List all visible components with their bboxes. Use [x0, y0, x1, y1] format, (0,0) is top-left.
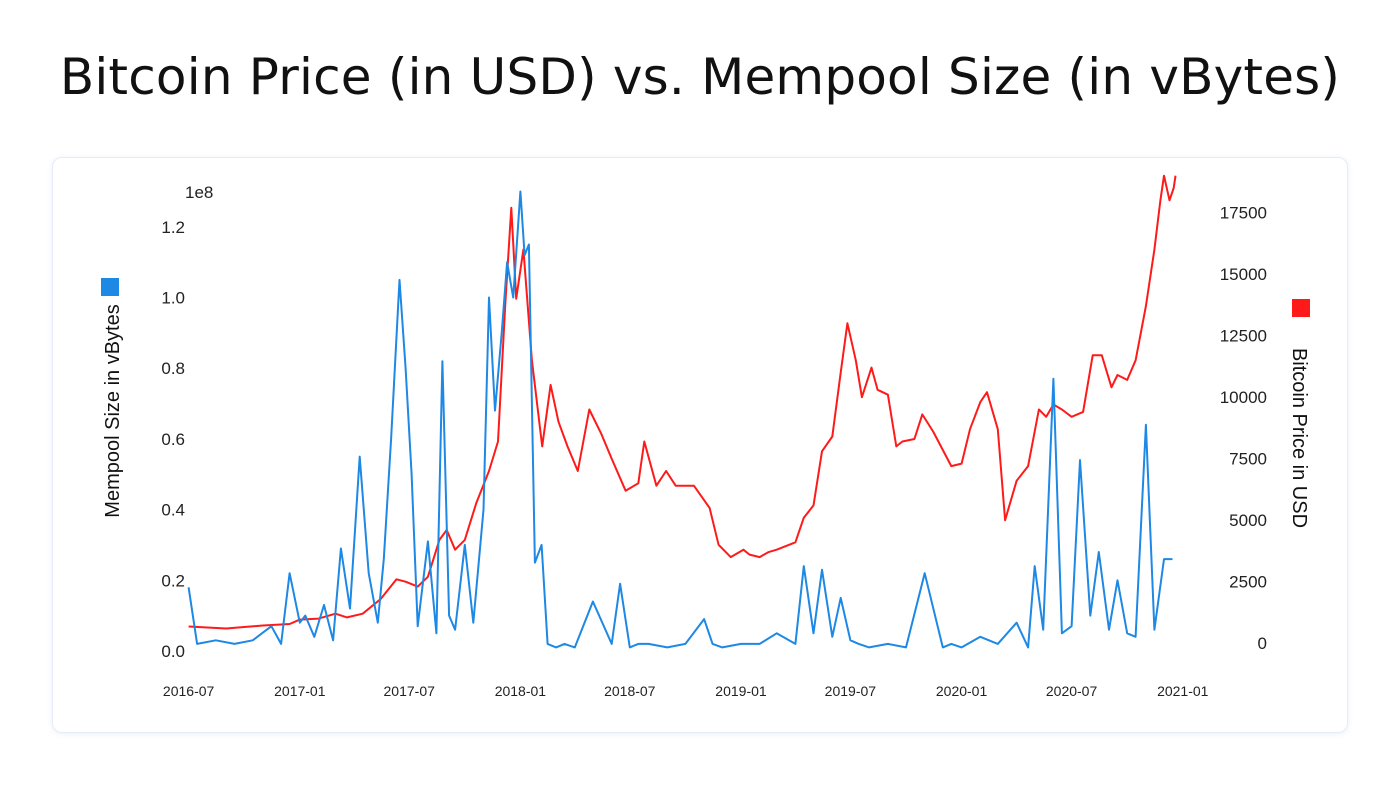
dual-axis-line-chart: 0.0 0.2 0.4 0.6 0.8 1.0 1.2 0 2500 5000 7500 10000… [101, 174, 1310, 699]
left-tick-label: 0.4 [161, 501, 185, 520]
left-tick-label: 0.8 [161, 359, 185, 378]
right-axis-label: Bitcoin Price in USD [1288, 348, 1310, 528]
x-tick-label: 2017-07 [384, 683, 436, 699]
right-tick-label: 7500 [1229, 450, 1267, 469]
mempool-series-line [187, 190, 1173, 649]
x-tick-label: 2021-01 [1157, 683, 1209, 699]
left-tick-label: 0.2 [161, 571, 185, 590]
right-tick-label: 0 [1258, 634, 1267, 653]
x-tick-label: 2020-01 [936, 683, 988, 699]
right-tick-label: 10000 [1220, 388, 1267, 407]
left-tick-label: 1.2 [161, 218, 185, 237]
x-tick-label: 2020-07 [1046, 683, 1098, 699]
series-lines [187, 174, 1177, 649]
left-tick-label: 0.6 [161, 430, 185, 449]
right-axis-ticks: 0 2500 5000 7500 10000 12500 15000 17500 [1220, 204, 1267, 654]
right-tick-label: 17500 [1220, 204, 1267, 223]
right-tick-label: 12500 [1220, 327, 1267, 346]
right-tick-label: 15000 [1220, 265, 1267, 284]
left-tick-label: 1.0 [161, 289, 185, 308]
right-tick-label: 5000 [1229, 511, 1267, 530]
x-tick-label: 2017-01 [274, 683, 326, 699]
x-tick-label: 2018-07 [604, 683, 656, 699]
left-tick-label: 0.0 [161, 642, 185, 661]
left-axis-label: Mempool Size in vBytes [102, 304, 124, 517]
page-title: Bitcoin Price (in USD) vs. Mempool Size … [59, 48, 1341, 106]
x-tick-label: 2019-01 [715, 683, 767, 699]
x-tick-label: 2019-07 [825, 683, 877, 699]
x-tick-label: 2016-07 [163, 683, 215, 699]
price-series-line [188, 174, 1177, 630]
right-tick-label: 2500 [1229, 573, 1267, 592]
x-tick-label: 2018-01 [495, 683, 547, 699]
price-legend-marker [1292, 299, 1310, 317]
mempool-legend-marker [101, 278, 119, 296]
chart-card: 0.0 0.2 0.4 0.6 0.8 1.0 1.2 0 2500 5000 7500 10000… [52, 157, 1348, 733]
left-axis-ticks: 0.0 0.2 0.4 0.6 0.8 1.0 1.2 [161, 218, 185, 661]
x-axis-ticks: 2016-07 2017-01 2017-07 2018-01 2018-07 2019-… [163, 683, 1209, 699]
left-axis-offset-label: 1e8 [185, 183, 213, 202]
